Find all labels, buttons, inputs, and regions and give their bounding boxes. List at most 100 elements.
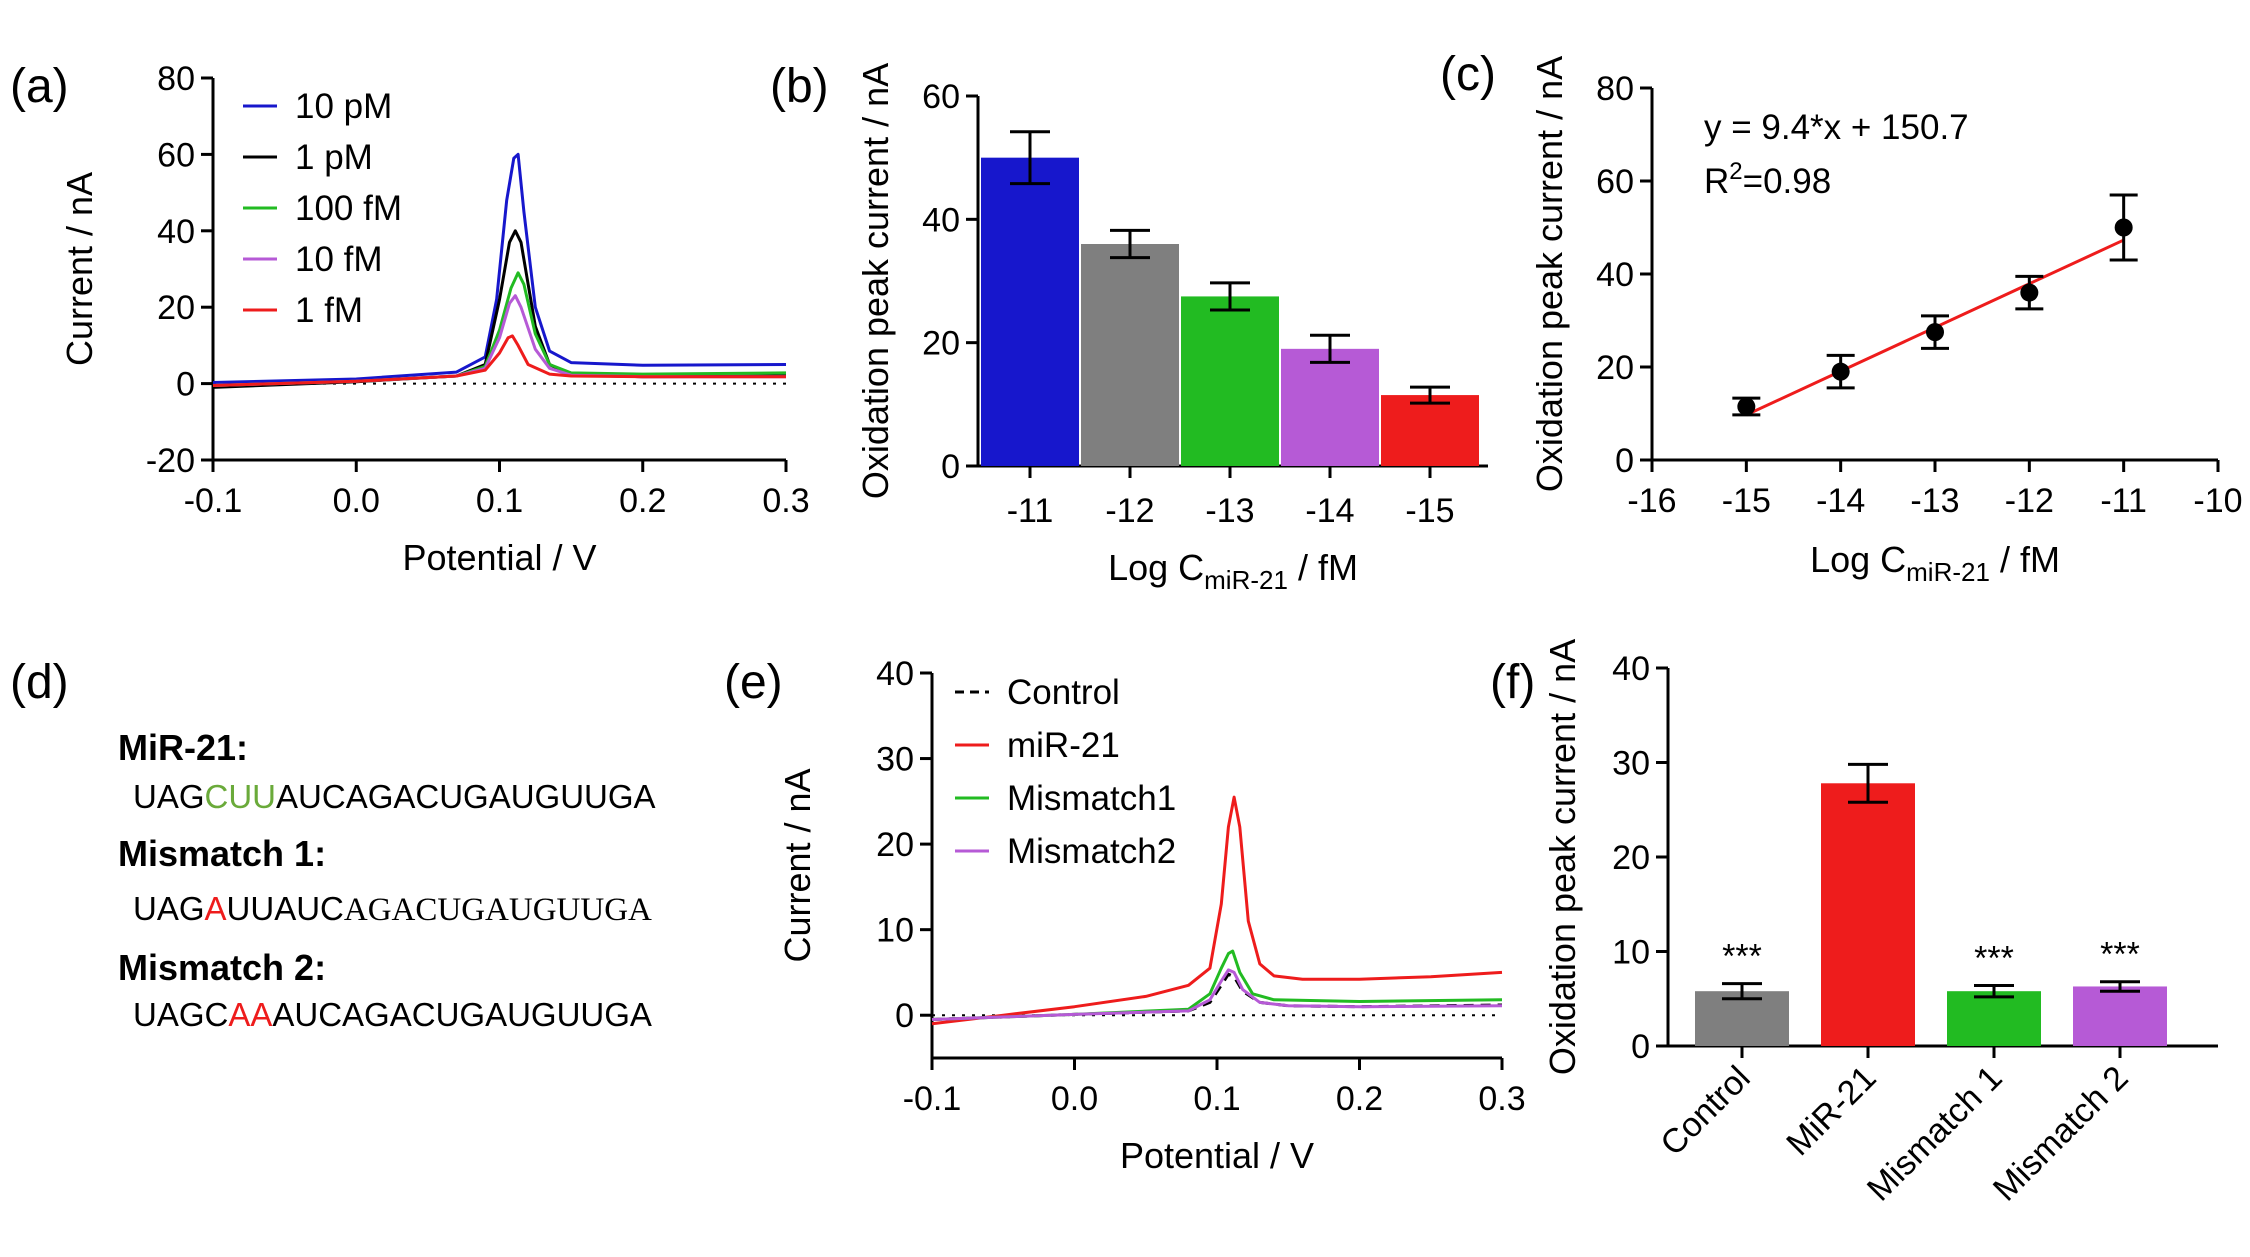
chart-c-point-4 <box>2114 218 2133 237</box>
mm2-seq-part3: AUCAGACUGAUGUUGA <box>272 996 652 1033</box>
panel-label-e: (e) <box>724 656 783 709</box>
chart-c-ytick-3: 60 <box>1596 163 1634 201</box>
chart-b-category-3: -14 <box>1305 492 1354 530</box>
chart-f-category-1: MiR-21 <box>1779 1059 1883 1163</box>
chart-c-xlabel-unit: / fM <box>1990 539 2060 580</box>
chart-c-xlabel-sub: miR-21 <box>1906 557 1990 587</box>
chart-a-legend-label-2: 100 fM <box>295 189 402 228</box>
chart-e-xlabel: Potential / V <box>1120 1135 1314 1176</box>
chart-e-legend-label-3: Mismatch2 <box>1007 832 1176 871</box>
chart-c-ytick-4: 80 <box>1596 70 1634 108</box>
mm1-seq-part1: UAG <box>133 890 205 927</box>
chart-a-series-4-line <box>212 334 786 387</box>
chart-e-series-3-line <box>931 968 1503 1021</box>
chart-b-bar-chart: 0 20 40 60 Oxidation peak current / nA -11 -12… <box>855 63 1488 595</box>
chart-f-bar-1 <box>1821 783 1915 1046</box>
chart-a-series-0-line <box>212 152 787 384</box>
chart-f-ytick-3: 30 <box>1612 745 1650 783</box>
mm1-seq-part4: AGACUGAUGUUGA <box>344 892 652 928</box>
chart-c-r-squared-value: =0.98 <box>1743 162 1832 201</box>
chart-b-bar-4 <box>1381 395 1479 466</box>
chart-a-ylabel: Current / nA <box>59 172 100 366</box>
mismatch1-sequence: UAGAUUAUCAGACUGAUGUUGA <box>133 890 652 928</box>
chart-c-point-0 <box>1737 397 1756 416</box>
chart-e-legend-label-0: Control <box>1007 673 1120 712</box>
chart-e-voltammograms: 0 10 20 30 40 -0.1 0.0 0.1 0.2 0.3 Potential / V Cu… <box>777 655 1526 1176</box>
chart-b-ytick-1: 20 <box>922 325 960 363</box>
chart-a-ytick-5: 80 <box>157 60 195 98</box>
chart-a-legend-label-0: 10 pM <box>295 87 392 126</box>
chart-a-legend-label-4: 1 fM <box>295 291 363 330</box>
chart-b-bar-1 <box>1081 244 1179 466</box>
chart-f-significance-0: *** <box>1722 938 1762 976</box>
mm2-seq-mismatch: AA <box>228 996 272 1033</box>
chart-b-xlabel: Log CmiR-21 / fM <box>1108 547 1358 595</box>
chart-c-r-squared: R2=0.98 <box>1704 158 1831 201</box>
chart-c-xtick-6: -10 <box>2193 482 2242 520</box>
chart-b-ytick-3: 60 <box>922 78 960 116</box>
chart-f-bar-0 <box>1695 991 1789 1046</box>
chart-c-ytick-1: 20 <box>1596 349 1634 387</box>
mir21-seq-part3: AUCAGACUGAUGUUGA <box>276 778 656 815</box>
chart-e-ytick-4: 40 <box>876 655 914 693</box>
chart-b-ytick-0: 0 <box>941 448 960 486</box>
chart-b-bar-2 <box>1181 296 1279 466</box>
mm1-seq-part3: UUAUC <box>227 890 344 927</box>
chart-e-legend-label-2: Mismatch1 <box>1007 779 1176 818</box>
chart-c-ytick-2: 40 <box>1596 256 1634 294</box>
chart-c-xtick-0: -16 <box>1627 482 1676 520</box>
mismatch1-title: Mismatch 1: <box>118 833 326 874</box>
chart-f-bar-3 <box>2073 986 2167 1046</box>
chart-c-r-squared-sup: 2 <box>1729 158 1742 185</box>
chart-b-xlabel-unit: / fM <box>1288 547 1358 588</box>
chart-c-xlabel: Log CmiR-21 / fM <box>1810 539 2060 587</box>
chart-c-xlabel-main: Log C <box>1810 539 1906 580</box>
chart-e-xtick-2: 0.1 <box>1193 1080 1240 1118</box>
chart-c-xtick-5: -11 <box>2100 482 2147 520</box>
chart-f-bar-2 <box>1947 991 2041 1046</box>
chart-c-point-2 <box>1926 323 1944 342</box>
chart-f-ytick-2: 20 <box>1612 839 1650 877</box>
chart-c-xtick-4: -12 <box>2005 482 2054 520</box>
chart-c-xtick-1: -15 <box>1722 482 1771 520</box>
chart-a-xtick-2: 0.1 <box>476 482 523 520</box>
mm2-seq-part1: UAGC <box>133 996 228 1033</box>
mir21-title: MiR-21: <box>118 727 248 768</box>
chart-f-category-2: Mismatch 1 <box>1860 1059 2010 1209</box>
chart-b-category-4: -15 <box>1405 492 1454 530</box>
chart-b-bar-0 <box>981 157 1079 466</box>
chart-f-ylabel: Oxidation peak current / nA <box>1542 639 1583 1075</box>
chart-e-xtick-3: 0.2 <box>1336 1080 1383 1118</box>
mir21-seq-highlight: CUU <box>205 778 277 815</box>
chart-c-calibration: 0 20 40 60 80 -16 -15 -14 -13 -12 -11 -10 Oxidation … <box>1529 56 2243 587</box>
chart-b-ytick-2: 40 <box>922 201 960 239</box>
chart-c-point-3 <box>2020 283 2039 302</box>
chart-e-ytick-0: 0 <box>895 997 914 1035</box>
panel-label-d: (d) <box>10 656 69 709</box>
panel-label-c: (c) <box>1440 48 1496 101</box>
sequence-panel: MiR-21: UAGCUUAUCAGACUGAUGUUGA Mismatch … <box>118 727 656 1033</box>
chart-a-xlabel: Potential / V <box>402 537 596 578</box>
chart-f-ytick-1: 10 <box>1612 934 1650 972</box>
chart-c-equation: y = 9.4*x + 150.7 <box>1704 108 1969 147</box>
chart-f-bar-chart: 0 10 20 30 40 Oxidation peak current / nA Cont… <box>1542 639 2218 1209</box>
chart-a-ytick-4: 60 <box>157 136 195 174</box>
chart-c-point-1 <box>1831 362 1850 381</box>
chart-a-xtick-1: 0.0 <box>333 482 380 520</box>
chart-f-significance-2: *** <box>1974 940 2014 978</box>
chart-c-ytick-0: 0 <box>1615 442 1634 480</box>
chart-f-significance-3: *** <box>2100 936 2140 974</box>
chart-a-xtick-4: 0.3 <box>762 482 809 520</box>
chart-a-voltammograms: -20 0 20 40 60 80 -0.1 0.0 0.1 0.2 0.3 Potential / … <box>59 60 810 578</box>
mir21-sequence: UAGCUUAUCAGACUGAUGUUGA <box>133 778 656 815</box>
chart-a-ytick-0: -20 <box>146 442 195 480</box>
chart-a-ytick-3: 40 <box>157 213 195 251</box>
chart-e-xtick-4: 0.3 <box>1478 1080 1525 1118</box>
chart-a-xtick-3: 0.2 <box>619 482 666 520</box>
mismatch2-sequence: UAGCAAAUCAGACUGAUGUUGA <box>133 996 652 1033</box>
chart-a-legend-label-3: 10 fM <box>295 240 383 279</box>
chart-c-ylabel: Oxidation peak current / nA <box>1529 56 1570 492</box>
chart-e-ylabel: Current / nA <box>777 768 818 962</box>
chart-a-ytick-1: 0 <box>176 366 195 404</box>
chart-f-category-3: Mismatch 2 <box>1986 1059 2136 1209</box>
